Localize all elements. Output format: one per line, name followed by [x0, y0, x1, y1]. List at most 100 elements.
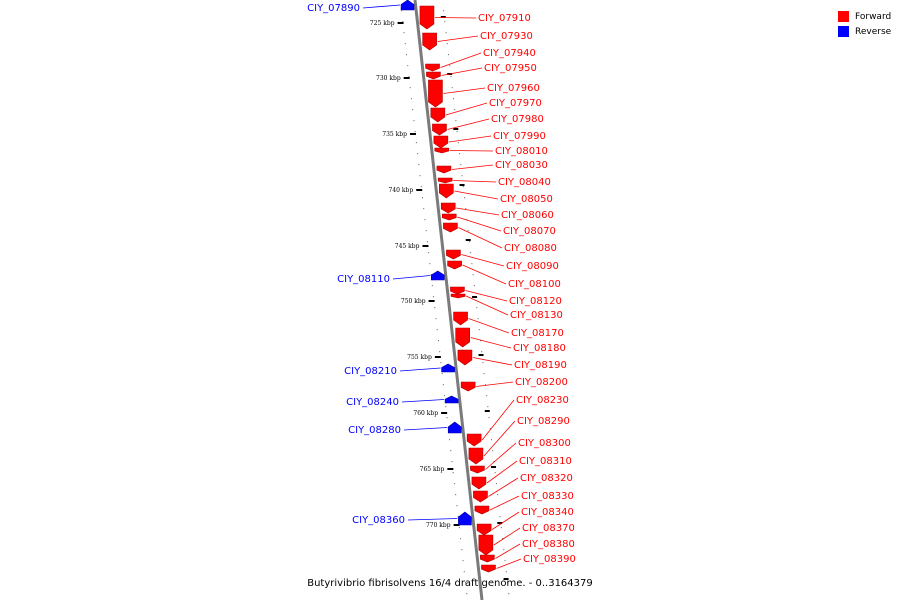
forward-gene-label: CIY_07990 [493, 131, 546, 142]
forward-gene-label: CIY_08390 [523, 554, 576, 565]
track-dot [451, 461, 453, 463]
gene-leader-line [440, 52, 482, 68]
gene-leader-line [465, 290, 508, 302]
forward-gene-label: CIY_08090 [506, 261, 559, 272]
track-dot [407, 65, 409, 67]
track-dot [441, 373, 443, 375]
forward-gene-arrow [470, 465, 485, 474]
track-dot [457, 142, 459, 144]
track-dot [484, 384, 486, 386]
forward-gene-arrow [481, 564, 496, 573]
track-dot [448, 54, 450, 56]
tick-mark [428, 300, 435, 302]
forward-gene-label: CIY_08080 [504, 243, 557, 254]
forward-gene-label: CIY_08190 [514, 360, 567, 371]
gene-leader-line [401, 399, 445, 403]
gene-leader-line [453, 180, 497, 183]
reverse-gene-arrow [430, 270, 445, 281]
forward-gene-arrow [457, 349, 473, 366]
gene-leader-line [495, 543, 521, 559]
forward-gene-arrow [468, 447, 484, 465]
forward-gene-label: CIY_07960 [487, 83, 540, 94]
track-dot [468, 241, 470, 243]
track-dot [402, 21, 404, 23]
track-dot [449, 65, 451, 67]
gene-leader-line [454, 190, 499, 200]
track-dot [417, 153, 419, 155]
forward-gene-arrow [433, 135, 449, 149]
track-dot [428, 252, 430, 254]
forward-gene-arrow [453, 311, 468, 326]
track-dot [464, 582, 466, 584]
forward-gene-arrow [440, 202, 456, 214]
track-dot [444, 395, 446, 397]
gene-leader-line [434, 17, 477, 19]
forward-gene-arrow [446, 249, 461, 260]
gene-leader-line [488, 477, 519, 497]
gene-leader-line [448, 135, 492, 143]
tick-mark [459, 184, 465, 186]
track-dot [420, 186, 422, 188]
track-dot [505, 571, 507, 573]
gene-leader-line [447, 118, 490, 130]
track-dot [486, 395, 488, 397]
track-dot [488, 417, 490, 419]
track-dot [477, 318, 479, 320]
gene-leader-line [456, 207, 500, 216]
forward-gene-label: CIY_08030 [495, 160, 548, 171]
gene-leader-line [493, 527, 521, 546]
track-dot [440, 362, 442, 364]
forward-gene-label: CIY_08230 [516, 395, 569, 406]
track-dot [471, 263, 473, 265]
track-dot [462, 560, 464, 562]
track-dot [491, 439, 493, 441]
forward-gene-arrow [432, 123, 447, 136]
gene-labels: CIY_07910 CIY_07930 CIY_07940 CIY_07950 CIY_… [307, 3, 576, 569]
gene-leader-line [485, 442, 517, 470]
gene-leader-line [476, 381, 514, 387]
legend-reverse: Reverse [838, 24, 900, 39]
track-dot [404, 43, 406, 45]
gene-features [400, 0, 496, 573]
track-dot [463, 571, 465, 573]
track-dot [455, 494, 457, 496]
forward-gene-label: CIY_08290 [517, 416, 570, 427]
forward-gene-label: CIY_08320 [520, 473, 573, 484]
gene-leader-line [399, 367, 441, 372]
track-dot [497, 494, 499, 496]
track-dot [410, 98, 412, 100]
track-dot [460, 164, 462, 166]
track-dot [414, 131, 416, 133]
track-dot [495, 483, 497, 485]
track-dot [460, 538, 462, 540]
track-dot [451, 87, 453, 89]
tick-label: 725 kbp [370, 20, 395, 27]
track-dot [409, 87, 411, 89]
track-dot [500, 527, 502, 529]
forward-gene-arrow [422, 32, 437, 51]
forward-gene-label: CIY_07950 [484, 63, 537, 74]
reverse-gene-label: CIY_08360 [352, 515, 405, 526]
track-dot [434, 307, 436, 309]
gene-leader-line [458, 227, 503, 249]
track-dot [489, 428, 491, 430]
forward-gene-label: CIY_07970 [489, 98, 542, 109]
track-dot [429, 263, 431, 265]
track-dot [433, 296, 435, 298]
track-dot [476, 307, 478, 309]
legend: Forward Reverse [838, 9, 900, 39]
forward-gene-arrow [425, 63, 440, 72]
track-dot [467, 230, 469, 232]
tick-label: 735 kbp [382, 131, 407, 138]
gene-leader-line [472, 357, 513, 366]
forward-gene-label: CIY_08380 [522, 539, 575, 550]
track-dot [426, 241, 428, 243]
gene-leader-line [461, 254, 505, 267]
forward-gene-arrow [478, 534, 494, 556]
forward-gene-label: CIY_08100 [508, 279, 561, 290]
gene-leader-line [362, 4, 401, 9]
forward-gene-label: CIY_07930 [480, 31, 533, 42]
gene-leader-line [441, 67, 483, 76]
forward-gene-label: CIY_08120 [509, 296, 562, 307]
